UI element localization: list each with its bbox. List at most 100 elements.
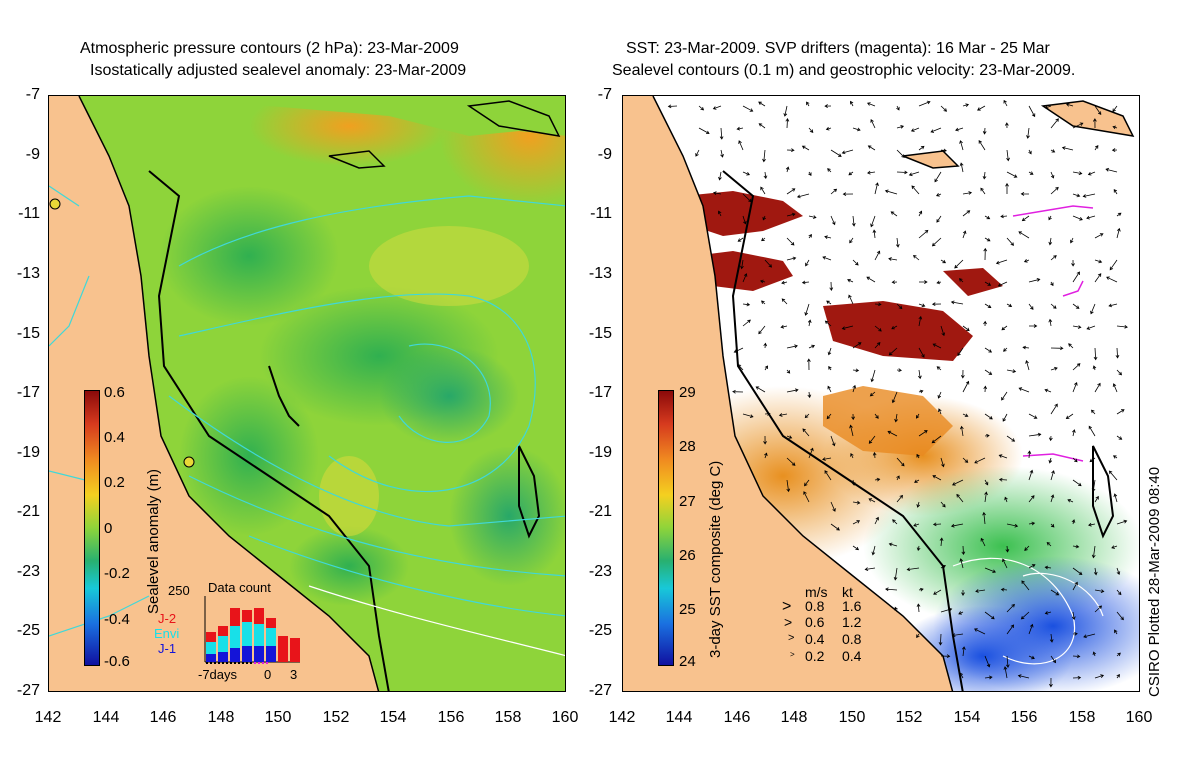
velocity-arrow [1067, 499, 1074, 503]
velocity-arrow [915, 413, 920, 419]
velocity-arrow [978, 140, 986, 151]
velocity-arrow [960, 425, 964, 437]
velocity-arrow [874, 477, 881, 482]
velocity-arrow [712, 105, 722, 110]
velocity-arrow [763, 435, 767, 445]
velocity-arrow [822, 256, 832, 261]
velocity-arrow [1116, 652, 1121, 657]
velocity-arrow [764, 452, 768, 459]
left-x-tick: 144 [92, 709, 120, 726]
velocity-legend-arrow: > [788, 632, 795, 644]
velocity-arrow [786, 479, 791, 493]
velocity-arrow [916, 501, 921, 508]
left-title-line1: Atmospheric pressure contours (2 hPa): 2… [80, 40, 459, 57]
velocity-legend-kt: 1.2 [842, 614, 862, 630]
velocity-arrow [849, 237, 854, 244]
velocity-arrow [950, 300, 964, 305]
velocity-arrow [916, 603, 921, 613]
velocity-arrow [786, 212, 796, 217]
right-x-tick: 142 [608, 709, 636, 726]
velocity-arrow [962, 325, 970, 332]
velocity-arrow [719, 127, 724, 140]
velocity-arrow [852, 520, 861, 525]
velocity-arrow [1116, 409, 1125, 415]
velocity-arrow [1004, 496, 1008, 503]
velocity-arrow [874, 413, 879, 419]
left-y-tick: -17 [16, 384, 40, 401]
velocity-arrow [1112, 125, 1118, 130]
velocity-arrow [1093, 567, 1098, 576]
velocity-arrow [938, 633, 943, 646]
left-colorbar-tick: 0 [104, 520, 113, 537]
velocity-arrow [940, 565, 946, 569]
velocity-arrow [718, 210, 722, 217]
velocity-arrow [937, 391, 942, 399]
velocity-arrow [936, 280, 942, 285]
velocity-arrow [1113, 188, 1118, 195]
velocity-arrow [804, 303, 810, 316]
velocity-arrow [695, 149, 700, 157]
velocity-arrow [1065, 413, 1074, 420]
velocity-arrow [1111, 545, 1118, 549]
velocity-arrow [808, 447, 814, 459]
velocity-arrow [801, 280, 810, 285]
velocity-arrow [1029, 324, 1038, 328]
velocity-arrow [914, 479, 920, 483]
velocity-arrow [984, 413, 993, 420]
velocity-arrow [894, 606, 898, 613]
right-y-tick: -17 [588, 384, 612, 401]
velocity-arrow [762, 215, 767, 221]
velocity-arrow [1028, 149, 1032, 155]
velocity-arrow [896, 105, 900, 111]
left-colorbar-tick: 0.6 [104, 384, 125, 401]
right-x-tick: 144 [665, 709, 693, 726]
velocity-arrow [824, 104, 832, 108]
velocity-arrow [1001, 391, 1008, 401]
velocity-arrow [764, 411, 771, 416]
left-x-tick: 152 [322, 709, 350, 726]
velocity-arrow [1048, 435, 1053, 442]
velocity-arrow [830, 435, 836, 447]
velocity-arrow [998, 477, 1008, 482]
left-y-tick: -15 [16, 325, 40, 342]
velocity-arrow [808, 233, 812, 239]
velocity-arrow [1116, 212, 1122, 217]
velocity-arrow [786, 148, 795, 153]
velocity-arrow [974, 628, 986, 635]
left-y-tick: -11 [18, 205, 40, 222]
velocity-arrow [742, 171, 751, 176]
velocity-arrow [1094, 273, 1102, 283]
velocity-arrow [896, 125, 905, 129]
velocity-arrow [850, 453, 854, 459]
data-count-title: Data count [208, 580, 271, 595]
velocity-arrow [804, 413, 810, 419]
velocity-arrow [896, 368, 902, 373]
left-x-tick: 150 [264, 709, 292, 726]
velocity-arrow [1071, 519, 1076, 525]
velocity-arrow [885, 587, 898, 592]
velocity-arrow [830, 188, 838, 195]
velocity-arrow [1050, 186, 1059, 195]
velocity-arrow [962, 413, 969, 417]
data-count-legend-j1: J-1 [158, 641, 177, 656]
velocity-arrow [1006, 237, 1015, 246]
velocity-arrow [892, 519, 898, 525]
velocity-arrow [1021, 580, 1030, 591]
velocity-legend-arrow: > [782, 598, 792, 615]
velocity-arrow [888, 542, 898, 547]
velocity-arrow [1044, 611, 1052, 615]
velocity-arrow [786, 237, 795, 246]
left-y-tick: -19 [16, 444, 40, 461]
velocity-arrow [807, 391, 812, 399]
velocity-arrow [762, 149, 766, 163]
velocity-arrow [1005, 655, 1010, 668]
velocity-arrow [984, 611, 995, 620]
velocity-arrow [1028, 413, 1038, 419]
velocity-legend-kt: 0.8 [842, 631, 862, 647]
velocity-arrow [1072, 122, 1084, 129]
right-y-tick: -7 [597, 86, 612, 103]
velocity-arrow [951, 479, 964, 486]
velocity-arrow [698, 105, 705, 111]
velocity-arrow [918, 587, 924, 592]
velocity-arrow [1046, 541, 1052, 547]
